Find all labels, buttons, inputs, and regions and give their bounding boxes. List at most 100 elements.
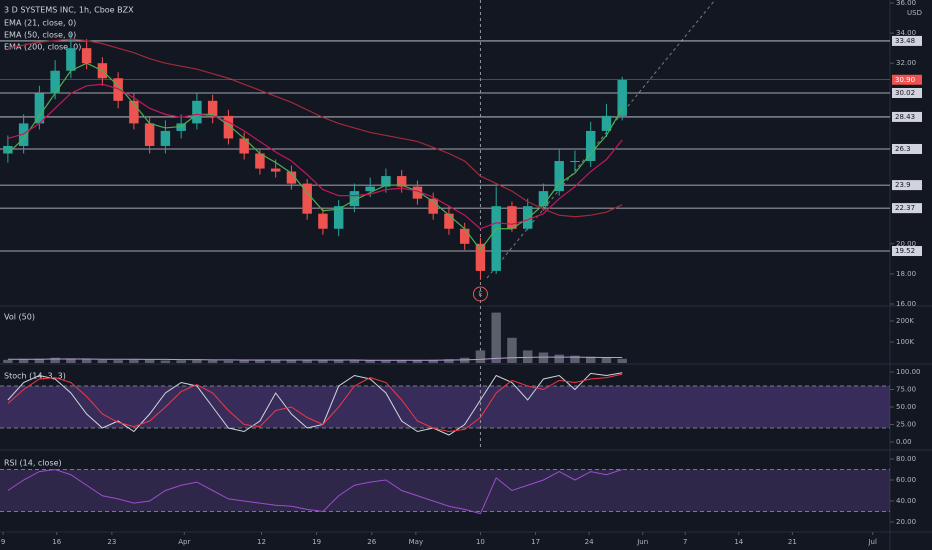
volume-bar (176, 360, 186, 363)
candle-body (554, 161, 564, 192)
volume-bar (207, 360, 218, 363)
candle-body (129, 100, 139, 124)
volume-bar (286, 360, 297, 363)
candle-body (396, 176, 407, 187)
level-label-box (892, 111, 922, 122)
level-label: 19.52 (895, 247, 915, 255)
candle-body (286, 171, 297, 184)
candle-body (491, 206, 501, 271)
candle-body (412, 186, 423, 199)
y-tick-label: 25.00 (896, 421, 916, 429)
candle-body (570, 161, 580, 163)
legend-entry: EMA (21, close, 0) (4, 19, 76, 28)
volume-bar (129, 359, 139, 363)
volume-bar (3, 359, 13, 363)
volume-bar (617, 358, 627, 363)
volume-ma (7, 356, 623, 361)
volume-bar (459, 357, 470, 363)
x-tick-label: 23 (107, 538, 116, 546)
band-fill (0, 386, 890, 428)
volume-bar (97, 359, 108, 363)
candle-body (50, 70, 60, 94)
y-tick-label: 80.00 (896, 455, 916, 463)
y-tick-label: 75.00 (896, 386, 916, 394)
x-tick-label: May (409, 538, 423, 546)
candle-body (207, 100, 218, 116)
candle-body (270, 168, 281, 172)
candle-body (176, 123, 186, 131)
currency-label: USD (907, 9, 922, 17)
level-label-box (892, 143, 922, 154)
x-tick-label: 16 (52, 538, 61, 546)
stoch-d (7, 373, 623, 433)
volume-bar (18, 359, 29, 363)
volume-bar (554, 354, 564, 363)
stoch-legend: Stoch (14, 3, 3) (4, 372, 66, 381)
volume-bar (349, 360, 360, 363)
volume-bar (491, 312, 501, 363)
x-tick-label: Jun (636, 538, 648, 546)
volume-bar (396, 360, 407, 363)
y-tick-label: 100K (896, 338, 914, 346)
x-tick-label: 17 (531, 538, 540, 546)
volume-bar (34, 358, 45, 363)
x-tick-label: 24 (585, 538, 594, 546)
volume-bar (428, 359, 438, 363)
volume-bar (507, 337, 517, 363)
volume-bar (333, 360, 344, 363)
y-tick-label: 16.00 (896, 300, 916, 308)
candle-body (34, 93, 45, 124)
volume-legend: Vol (50) (4, 313, 35, 322)
y-tick-label: 100.00 (896, 368, 921, 376)
volume-bar (444, 359, 454, 363)
volume-bar (223, 360, 234, 363)
level-label-box (892, 246, 922, 257)
stoch-k (7, 372, 623, 436)
level-label-box (892, 180, 922, 191)
candle-body (428, 198, 438, 214)
volume-bar (255, 360, 265, 363)
legend: EMA (21, close, 0) EMA (50, close, 0) EMA … (4, 19, 81, 52)
candle-body (349, 191, 360, 207)
y-tick-label: 50.00 (896, 403, 916, 411)
chart-title: 3 D SYSTEMS INC, 1h, Cboe BZX (4, 6, 134, 15)
ema-line (7, 83, 623, 230)
candle-body (192, 100, 202, 124)
earnings-label: E (478, 290, 482, 298)
candle-body (302, 183, 312, 214)
y-tick-label: 34.00 (896, 29, 916, 37)
candle-body (144, 123, 155, 146)
volume-bar (50, 357, 60, 363)
candle-body (333, 206, 344, 229)
volume-bar (302, 359, 312, 363)
volume-bar (160, 360, 171, 363)
ema-line (7, 62, 623, 251)
level-label-box (892, 87, 922, 98)
volume-bar (270, 360, 281, 363)
x-tick-label: 10 (476, 538, 485, 546)
x-tick-label: 26 (367, 538, 376, 546)
last-price-box (892, 74, 922, 85)
x-tick-label: 21 (788, 538, 797, 546)
candle-body (160, 130, 171, 146)
level-label: 26.3 (895, 145, 911, 153)
x-tick-label: 9 (1, 538, 5, 546)
y-tick-label: 0.00 (896, 438, 912, 446)
level-label-box (892, 203, 922, 214)
y-tick-label: 20.00 (896, 518, 916, 526)
candle-body (66, 48, 76, 71)
x-tick-label: 12 (257, 538, 266, 546)
candle-body (381, 176, 391, 187)
y-tick-label: 32.00 (896, 59, 916, 67)
candle-body (239, 138, 249, 154)
level-label: 33.48 (895, 37, 915, 45)
rsi-line (7, 468, 623, 515)
candle-body (3, 145, 13, 154)
volume-bar (113, 360, 123, 363)
volume-bar (475, 350, 486, 363)
candle-body (81, 48, 92, 64)
ema-line (7, 38, 623, 218)
level-label: 30.02 (895, 89, 915, 97)
candle-body (475, 243, 486, 271)
volume-bar (522, 350, 533, 363)
